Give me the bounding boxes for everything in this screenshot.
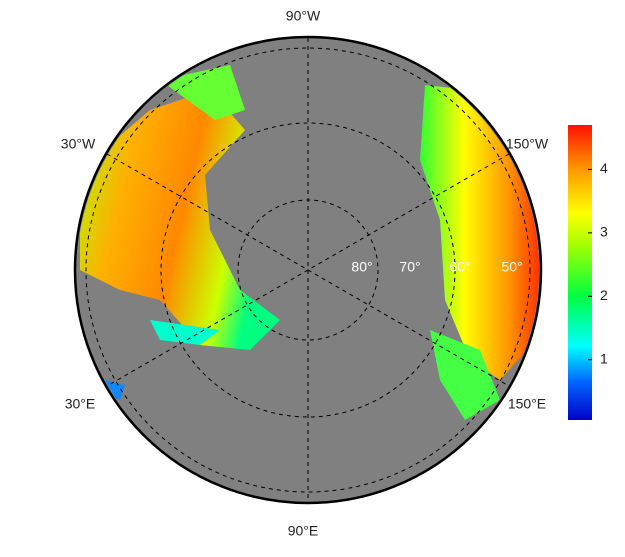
longitude-label: 30°W [61,136,96,152]
graticule [85,38,531,502]
field-okhotsk [430,330,500,420]
colorbar-ticks: 1 2 3 4 [588,160,608,366]
longitude-label: 90°W [286,8,321,24]
latitude-label: 80° [351,259,372,275]
longitude-label: 90°E [288,523,319,539]
field-baffin [160,65,245,120]
map [73,35,543,505]
longitude-label: 150°E [508,396,546,412]
latitude-label: 50° [501,259,522,275]
colorbar-tick-label: 1 [600,350,608,366]
field-baltic [150,320,220,345]
longitude-label: 30°E [65,396,96,412]
longitude-labels: 90°W 30°W 150°W 30°E 150°E 90°E [61,8,549,539]
latitude-label: 60° [449,259,470,275]
colorbar-tick-label: 2 [600,287,608,303]
latitude-label: 70° [399,259,420,275]
colorbar-tick-label: 4 [600,160,608,176]
latitude-labels: 80° 70° 60° 50° [351,259,522,275]
colorbar [568,125,592,420]
longitude-label: 150°W [506,136,549,152]
colorbar-tick-label: 3 [600,224,608,240]
field-atlantic [80,90,280,350]
